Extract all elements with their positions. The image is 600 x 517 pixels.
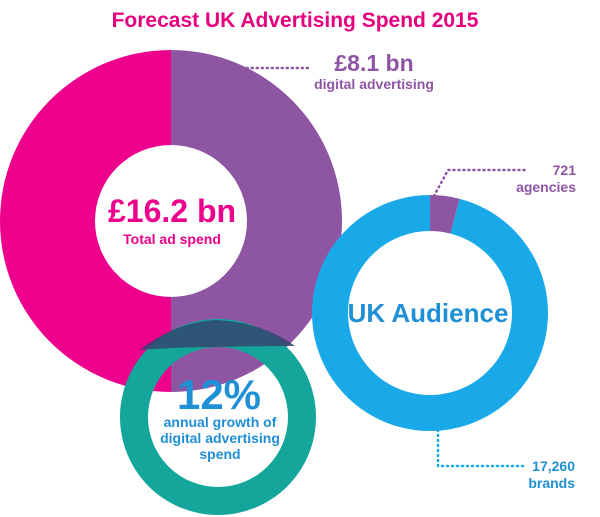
digital-spend-value: £8.1 bn [334, 50, 413, 76]
spend-slice-other [0, 50, 171, 392]
audience-label: UK Audience [348, 298, 509, 328]
growth-label-line-1: annual growth of [164, 414, 277, 430]
brands-value: 17,260 [532, 458, 575, 474]
brands-leader-line [436, 408, 527, 468]
agencies-label: agencies [516, 179, 576, 195]
growth-overlap [140, 320, 295, 350]
spend-slice-digital [171, 50, 342, 392]
growth-label-line-3: spend [199, 446, 240, 462]
growth-value: 12% [177, 371, 261, 418]
growth-ring [119, 318, 316, 516]
agencies-value: 721 [553, 162, 577, 178]
growth-label-line-2: digital advertising [160, 430, 280, 446]
audience-donut [311, 195, 548, 431]
audience-slice-brands [311, 195, 548, 431]
agencies-leader-line [432, 168, 527, 198]
infographic-title: Forecast UK Advertising Spend 2015 [112, 9, 479, 32]
total-spend-label: Total ad spend [123, 231, 221, 247]
total-spend-value: £16.2 bn [108, 193, 236, 229]
digital-leader-line [229, 66, 310, 82]
brands-label: brands [528, 475, 575, 491]
audience-slice-agencies [430, 195, 460, 234]
digital-spend-label: digital advertising [314, 76, 434, 92]
spend-donut [0, 50, 342, 392]
